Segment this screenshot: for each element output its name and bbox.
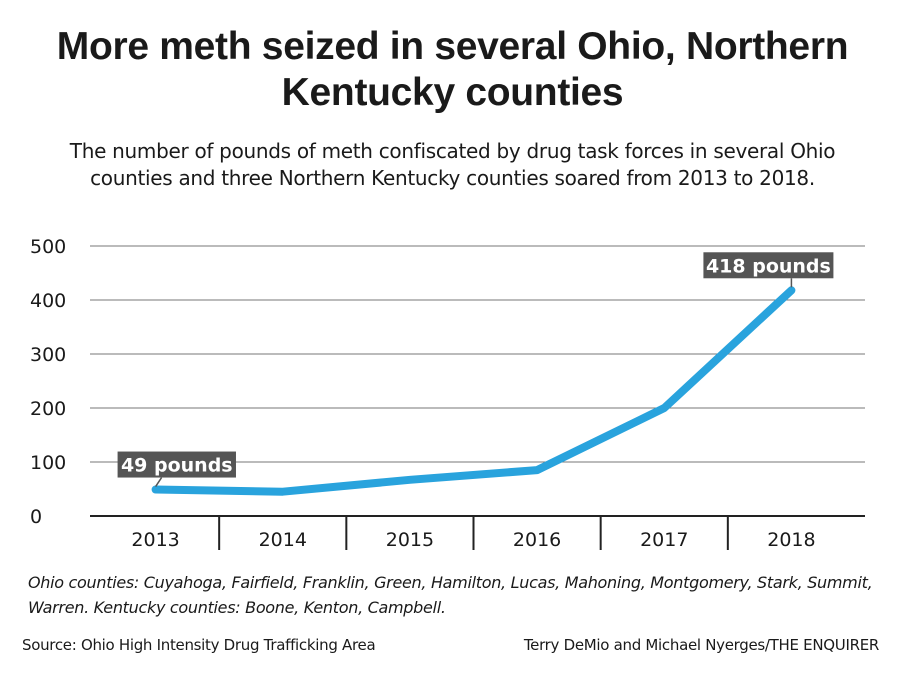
x-tick-label: 2014 [259,529,307,551]
annotation-box [117,451,236,478]
source: Source: Ohio High Intensity Drug Traffic… [22,636,376,654]
credit: Terry DeMio and Michael Nyerges/THE ENQU… [523,636,879,654]
footnote: Ohio counties: Cuyahoga, Fairfield, Fran… [28,573,873,617]
y-tick-label: 300 [30,344,66,366]
annotation-leader [154,477,163,487]
data-line [151,286,796,496]
chart-subtitle: The number of pounds of meth confiscated… [69,139,836,190]
annotation-box [703,252,834,279]
chart-title: More meth seized in several Ohio, Northe… [56,25,849,114]
x-tick-label: 2013 [131,529,179,551]
x-tick-label: 2016 [513,529,561,551]
annotation-label: 418 pounds [706,255,831,277]
x-tick-label: 2018 [767,529,815,551]
y-tick-label: 100 [30,452,66,474]
annotation-label: 49 pounds [121,455,233,477]
y-tick-label: 400 [30,290,66,312]
y-tick-label: 200 [30,398,66,420]
x-tick-label: 2015 [386,529,434,551]
y-tick-label: 0 [30,506,42,528]
y-tick-label: 500 [30,236,66,258]
x-tick-label: 2017 [640,529,688,551]
